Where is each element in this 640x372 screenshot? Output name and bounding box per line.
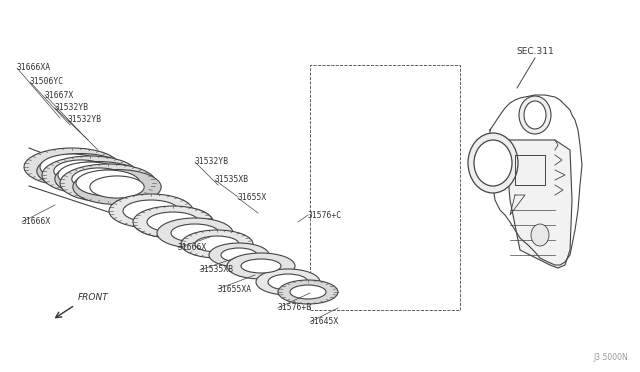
Text: 31645X: 31645X [310, 317, 339, 327]
Ellipse shape [60, 164, 156, 202]
Ellipse shape [24, 148, 120, 186]
Ellipse shape [133, 206, 213, 238]
Text: 31532YB: 31532YB [68, 115, 102, 125]
Ellipse shape [181, 230, 253, 258]
Text: J3 5000N: J3 5000N [593, 353, 628, 362]
Text: 31535XB: 31535XB [215, 176, 249, 185]
Text: 31655X: 31655X [238, 193, 268, 202]
Text: 31576+B: 31576+B [278, 304, 312, 312]
Ellipse shape [209, 243, 269, 267]
Ellipse shape [40, 154, 104, 180]
Text: SEC.311: SEC.311 [516, 48, 554, 57]
Ellipse shape [37, 154, 125, 189]
Ellipse shape [147, 212, 199, 232]
Ellipse shape [524, 101, 546, 129]
Text: 31506YC: 31506YC [30, 77, 64, 87]
Ellipse shape [519, 96, 551, 134]
Ellipse shape [133, 206, 213, 238]
Text: 31535XB: 31535XB [200, 266, 234, 275]
Ellipse shape [90, 176, 144, 198]
Text: 31667X: 31667X [45, 90, 74, 99]
Ellipse shape [292, 286, 324, 298]
Ellipse shape [54, 160, 108, 182]
Ellipse shape [280, 281, 336, 303]
Ellipse shape [290, 285, 326, 299]
Ellipse shape [195, 236, 239, 252]
Ellipse shape [123, 200, 179, 222]
Ellipse shape [221, 248, 257, 262]
Text: 31576+C: 31576+C [308, 211, 342, 219]
Text: 31532YB: 31532YB [195, 157, 229, 167]
Ellipse shape [42, 156, 138, 194]
Ellipse shape [149, 212, 197, 232]
Ellipse shape [227, 253, 295, 279]
Text: 31666X: 31666X [178, 244, 207, 253]
Ellipse shape [468, 133, 518, 193]
Ellipse shape [474, 140, 512, 186]
Ellipse shape [55, 161, 143, 196]
Ellipse shape [157, 218, 233, 248]
Ellipse shape [73, 170, 161, 205]
Text: 31655XA: 31655XA [218, 285, 252, 294]
Ellipse shape [278, 280, 338, 304]
Ellipse shape [109, 194, 193, 228]
Ellipse shape [241, 259, 281, 273]
Ellipse shape [76, 170, 140, 196]
Ellipse shape [171, 224, 219, 242]
Ellipse shape [268, 274, 308, 290]
Ellipse shape [58, 162, 122, 188]
Ellipse shape [72, 168, 126, 190]
Text: 31532YB: 31532YB [55, 103, 89, 112]
Ellipse shape [256, 269, 320, 295]
Text: 31666XA: 31666XA [17, 64, 51, 73]
Polygon shape [505, 140, 572, 268]
Ellipse shape [531, 224, 549, 246]
Text: 31666X: 31666X [22, 218, 51, 227]
Text: FRONT: FRONT [78, 293, 109, 302]
